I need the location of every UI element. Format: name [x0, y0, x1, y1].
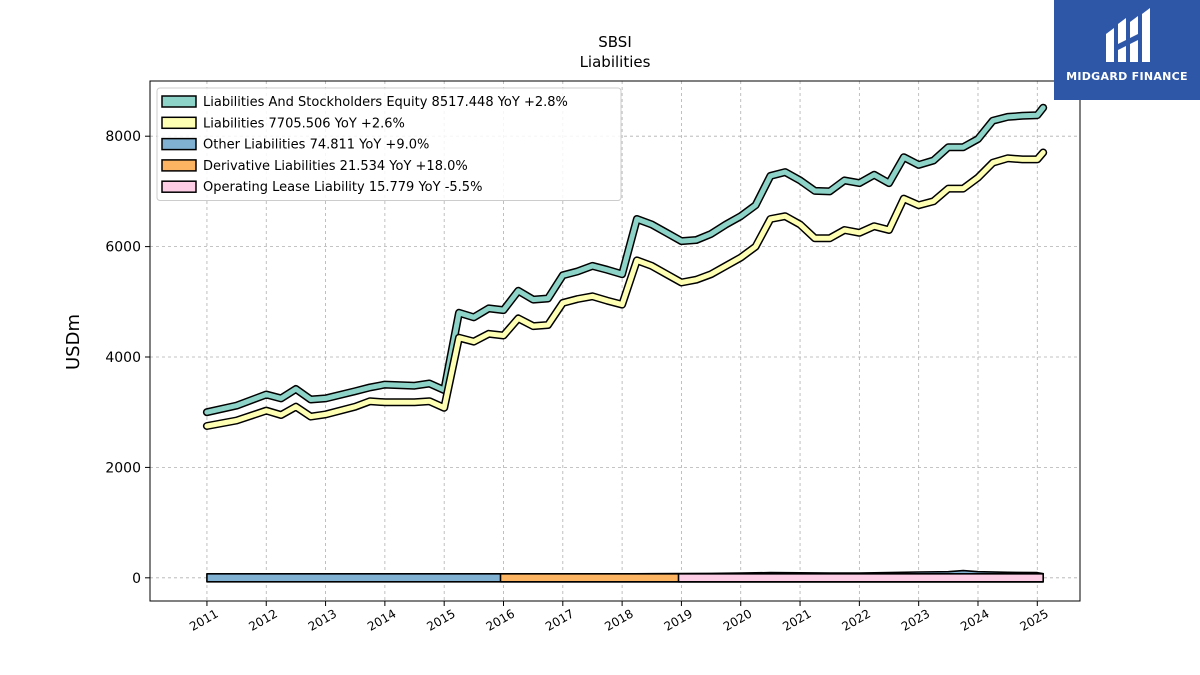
y-tick-label: 8000	[105, 129, 141, 145]
x-tick-label: 2016	[484, 606, 517, 633]
legend-swatch-2	[161, 137, 197, 151]
legend	[156, 87, 622, 201]
chart-subtitle: Liabilities	[580, 53, 651, 71]
plot-frame	[149, 80, 1081, 602]
series-line-1	[204, 150, 1046, 429]
plot-area: 0 2000 4000 6000 8000 2011 2012 2013 2014 2015 201…	[105, 80, 1081, 634]
legend-swatch-3	[161, 159, 197, 172]
x-tick-label: 2011	[187, 606, 220, 633]
x-tick-label: 2015	[424, 606, 457, 633]
y-axis-label: USDm	[63, 314, 84, 370]
legend-swatch-1	[161, 116, 197, 130]
x-tick-label: 2018	[602, 606, 635, 633]
series-band-4	[677, 573, 1044, 583]
x-tick-label: 2023	[899, 606, 932, 633]
legend-swatch-0	[161, 95, 197, 108]
x-tick-label: 2012	[246, 606, 279, 633]
y-tick-label: 4000	[105, 350, 141, 366]
midgard-logo-icon	[1106, 8, 1150, 62]
x-tick-label: 2024	[958, 606, 991, 633]
legend-label-4: Operating Lease Liability 15.779 YoY -5.…	[203, 180, 482, 195]
y-tick-label: 0	[132, 571, 141, 587]
y-tick-label: 2000	[105, 460, 141, 476]
legend-label-0: Liabilities And Stockholders Equity 8517…	[203, 95, 568, 110]
x-tick-label: 2025	[1017, 606, 1050, 633]
x-tick-label: 2019	[662, 606, 695, 633]
legend-label-1: Liabilities 7705.506 YoY +2.6%	[203, 116, 405, 131]
x-tick-label: 2013	[306, 606, 339, 633]
x-tick-label: 2014	[365, 606, 398, 633]
brand-logo-text: MIDGARD FINANCE	[1066, 70, 1188, 83]
x-tick-label: 2022	[840, 606, 873, 633]
brand-logo: MIDGARD FINANCE	[1054, 0, 1200, 100]
x-tick-label: 2017	[543, 606, 576, 633]
y-tick-label: 6000	[105, 240, 141, 256]
x-tick-label: 2021	[780, 606, 813, 633]
x-tick-label: 2020	[721, 606, 754, 633]
legend-label-2: Other Liabilities 74.811 YoY +9.0%	[203, 138, 429, 153]
series-line-0	[204, 105, 1046, 415]
chart-title: SBSI	[598, 33, 632, 51]
legend-swatch-4	[161, 180, 197, 193]
legend-label-3: Derivative Liabilities 21.534 YoY +18.0%	[203, 159, 468, 174]
